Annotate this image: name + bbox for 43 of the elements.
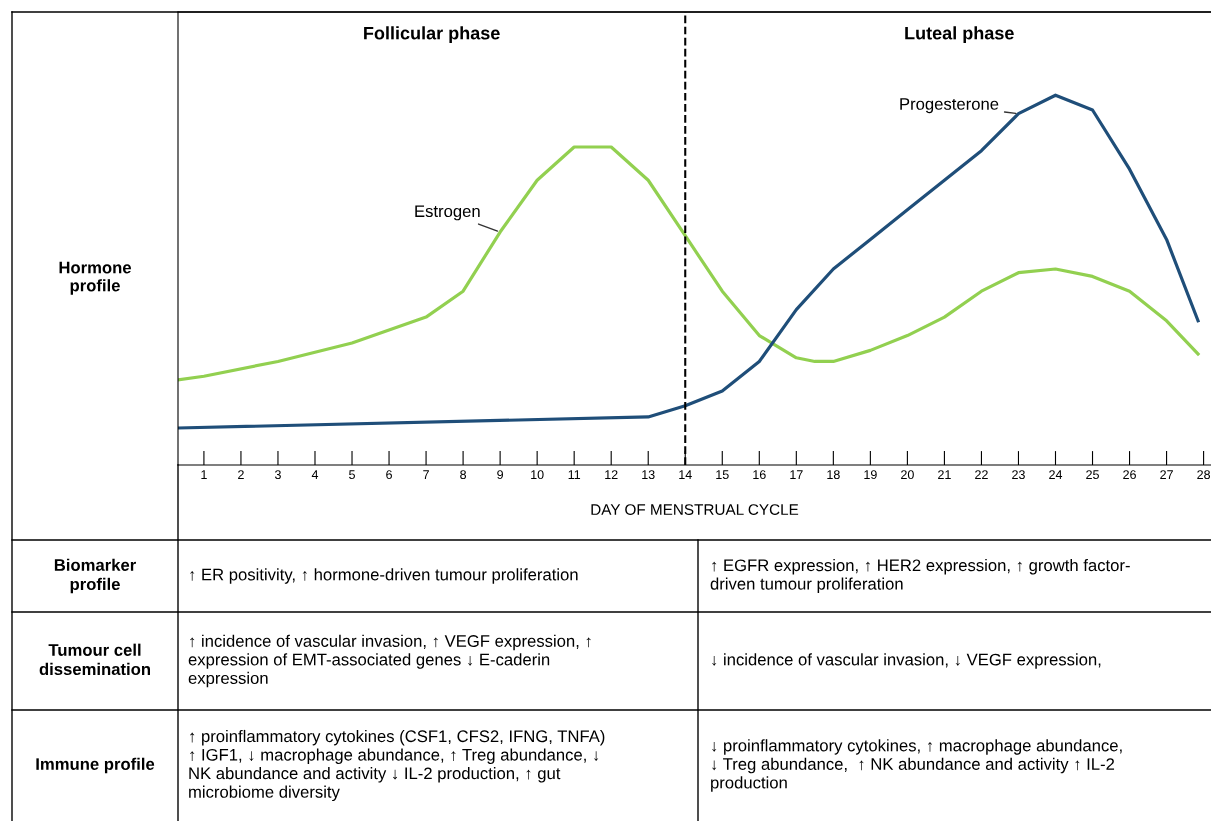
x-tick-label: 25	[1086, 470, 1099, 480]
x-tick-label: 14	[679, 470, 692, 479]
text: Luteal phase	[905, 26, 1014, 44]
x-tick-label: 3	[274, 470, 281, 480]
x-tick-label: 7	[423, 470, 429, 479]
x-tick-label: 16	[753, 470, 766, 480]
x-tick-label: 11	[568, 470, 581, 479]
x-tick-label: 19	[864, 470, 877, 480]
x-tick-label: 15	[716, 470, 729, 480]
x-tick-label: 20	[901, 470, 914, 480]
text: ↑ proinflammatory cytokines (CSF1, CFS2, IFNG, TNFA) ↑ IGF1, ↓ macrophage abundance, ↑ Treg abundance, ↓ NK abundance and activity ↓ IL-2 production, ↑ gut microbiome diversity	[189, 729, 605, 802]
series-label: Progesterone	[900, 98, 999, 114]
x-tick-label: 4	[311, 470, 319, 479]
text: Immune profile	[36, 757, 155, 774]
x-tick-label: 21	[938, 470, 951, 479]
x-tick-label: 26	[1123, 470, 1136, 480]
text: Tumour cell dissemination	[39, 643, 150, 676]
x-tick-label: 1	[201, 470, 207, 479]
text: Hormone profile	[59, 261, 132, 295]
x-tick-label: 22	[975, 470, 988, 479]
x-tick-label: 27	[1160, 470, 1173, 479]
series-label: Estrogen	[415, 205, 480, 221]
x-tick-label: 24	[1049, 470, 1063, 479]
text: ↑ EGFR expression, ↑ HER2 expression, ↑ growth factor- driven tumour proliferation	[710, 558, 1130, 594]
x-tick-label: 2	[238, 470, 244, 479]
text: ↓ proinflammatory cytokines, ↑ macrophage abundance, ↓ Treg abundance, ↑ NK abundance and activity ↑ IL-2 production	[711, 739, 1122, 792]
x-tick-label: 6	[386, 470, 392, 480]
text: Follicular phase	[364, 26, 500, 44]
text: ↑ ER positivity, ↑ hormone-driven tumour proliferation	[190, 568, 578, 584]
x-axis-title: DAY OF MENSTRUAL CYCLE	[591, 504, 799, 515]
x-tick-label: 12	[605, 470, 618, 479]
x-tick-label: 8	[460, 470, 467, 480]
x-tick-label: 10	[531, 470, 544, 480]
x-tick-label: 9	[497, 470, 503, 480]
x-tick-label: 28	[1197, 470, 1210, 480]
x-tick-label: 17	[790, 470, 803, 479]
x-tick-label: 5	[349, 470, 355, 480]
text: ↑ incidence of vascular invasion, ↑ VEGF expression, ↑ expression of EMT-associated genes ↓ E-caderin expression	[188, 634, 591, 688]
x-tick-label: 18	[827, 470, 840, 480]
x-tick-label: 13	[642, 470, 655, 480]
x-tick-label: 23	[1012, 470, 1025, 480]
text: Biomarker profile	[54, 558, 136, 594]
text: ↓ incidence of vascular invasion, ↓ VEGF expression,	[712, 653, 1101, 669]
